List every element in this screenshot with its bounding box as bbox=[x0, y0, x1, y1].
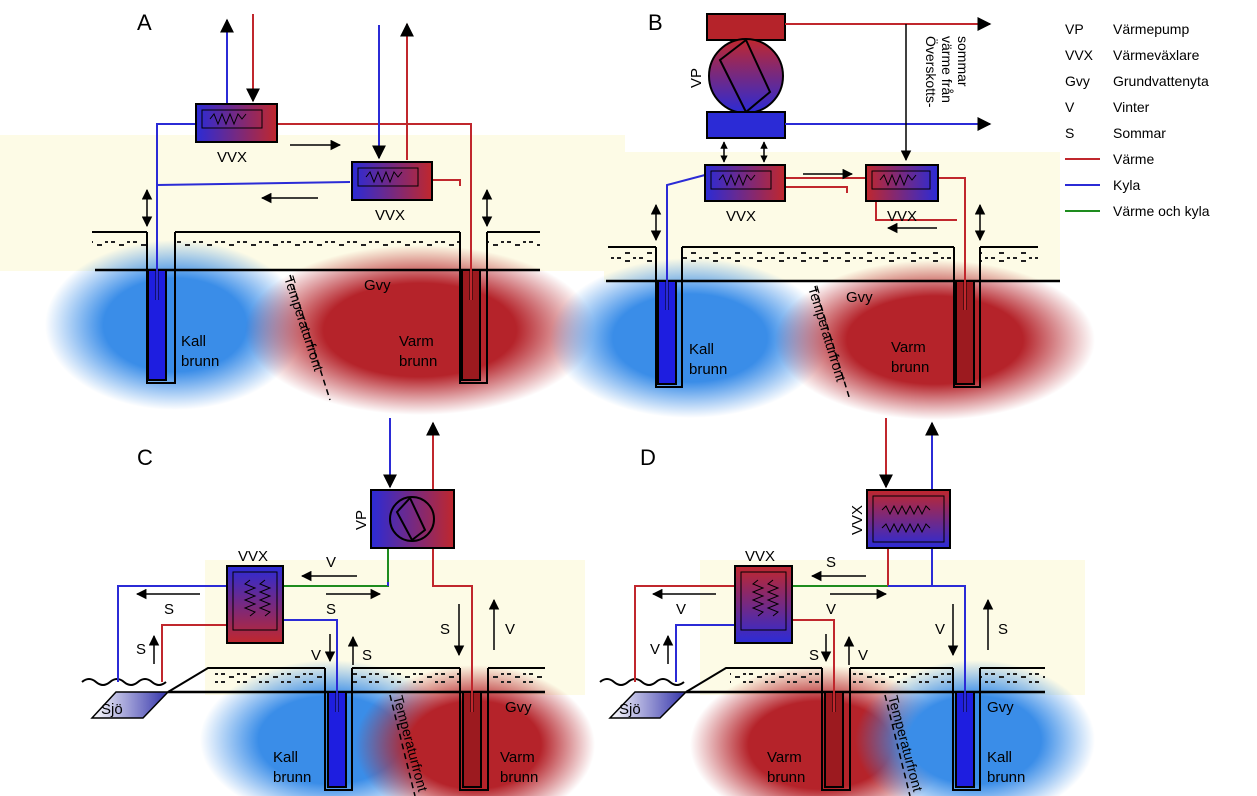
warm-well-label: Varm bbox=[891, 339, 926, 356]
flow-label: V bbox=[935, 621, 945, 638]
surplus-label: Överskotts- bbox=[923, 36, 940, 108]
heat-exchanger bbox=[704, 164, 786, 202]
legend-abbr: Gvy bbox=[1065, 73, 1090, 89]
cold-well-label: brunn bbox=[689, 361, 727, 378]
gvy-label: Gvy bbox=[364, 277, 391, 294]
cold-plume bbox=[550, 258, 830, 418]
warm-plume bbox=[775, 260, 1095, 420]
cold-well-label: brunn bbox=[181, 353, 219, 370]
hx-label: VVX bbox=[217, 149, 247, 166]
hx-label: VVX bbox=[726, 208, 756, 225]
legend-text: Värmepump bbox=[1113, 21, 1189, 37]
flow-label: V bbox=[505, 621, 515, 638]
flow-label: S bbox=[998, 621, 1008, 638]
flow-label: V bbox=[676, 601, 686, 618]
heat-exchanger bbox=[734, 565, 793, 644]
warm-well-label: Varm bbox=[767, 749, 802, 766]
legend: VP Värmepump VVX Värmeväxlare Gvy Grundv… bbox=[1065, 21, 1210, 219]
cold-well-label: Kall bbox=[273, 749, 298, 766]
soil-band bbox=[0, 135, 625, 271]
flow-label: S bbox=[136, 641, 146, 658]
vp-label: VP bbox=[688, 68, 705, 88]
legend-abbr: VVX bbox=[1065, 47, 1094, 63]
legend-abbr: V bbox=[1065, 99, 1075, 115]
cold-well-label: brunn bbox=[987, 769, 1025, 786]
legend-text: Grundvattenyta bbox=[1113, 73, 1209, 89]
warm-plume bbox=[245, 245, 595, 415]
flow-label: V bbox=[650, 641, 660, 658]
panel-letter: A bbox=[137, 10, 152, 35]
lake-label: Sjö bbox=[101, 701, 123, 718]
legend-text: Värme och kyla bbox=[1113, 203, 1210, 219]
heat-pump bbox=[708, 38, 784, 114]
cold-well-label: Kall bbox=[689, 341, 714, 358]
hx-label: VVX bbox=[238, 548, 268, 565]
lake-label: Sjö bbox=[619, 701, 641, 718]
flow-label: S bbox=[440, 621, 450, 638]
warm-well-label: Varm bbox=[500, 749, 535, 766]
panel-a: A VVX VVX Gvy Temperaturfront Kall brunn… bbox=[0, 10, 625, 415]
gvy-label: Gvy bbox=[987, 699, 1014, 716]
heat-exchanger bbox=[866, 489, 951, 549]
hx-label: VVX bbox=[849, 505, 866, 535]
flow-label: V bbox=[311, 647, 321, 664]
legend-text: Värme bbox=[1113, 151, 1154, 167]
gvy-label: Gvy bbox=[846, 289, 873, 306]
legend-abbr: S bbox=[1065, 125, 1074, 141]
panel-letter: C bbox=[137, 445, 153, 470]
warm-well-label: Varm bbox=[399, 333, 434, 350]
panel-letter: B bbox=[648, 10, 663, 35]
flow-label: V bbox=[858, 647, 868, 664]
panel-c: C VP VVX Sjö Gvy Temperaturfront Kall br… bbox=[81, 418, 595, 796]
vp-label: VP bbox=[353, 510, 370, 530]
cold-well-label: Kall bbox=[181, 333, 206, 350]
surplus-label: sommar bbox=[955, 36, 971, 87]
legend-abbr: VP bbox=[1065, 21, 1084, 37]
flow-label: S bbox=[826, 554, 836, 571]
flow-label: S bbox=[164, 601, 174, 618]
cold-well-label: brunn bbox=[273, 769, 311, 786]
heat-exchanger bbox=[865, 164, 939, 202]
hx-label: VVX bbox=[375, 207, 405, 224]
panel-b: B VP VVX VVX Överskotts- värme från somm… bbox=[550, 10, 1095, 420]
warm-well-label: brunn bbox=[891, 359, 929, 376]
legend-text: Värmeväxlare bbox=[1113, 47, 1200, 63]
cold-well-label: Kall bbox=[987, 749, 1012, 766]
legend-text: Vinter bbox=[1113, 99, 1150, 115]
gvy-label: Gvy bbox=[505, 699, 532, 716]
flow-label: S bbox=[362, 647, 372, 664]
legend-text: Sommar bbox=[1113, 125, 1166, 141]
flow-label: S bbox=[809, 647, 819, 664]
warm-well-label: brunn bbox=[399, 353, 437, 370]
flow-label: S bbox=[326, 601, 336, 618]
warm-well-label: brunn bbox=[500, 769, 538, 786]
warm-well-label: brunn bbox=[767, 769, 805, 786]
panel-d: D VVX VVX Sjö Gvy Temperaturfront Varm b… bbox=[599, 418, 1095, 796]
hx-label: VVX bbox=[887, 208, 917, 225]
hx-label: VVX bbox=[745, 548, 775, 565]
flow-label: V bbox=[326, 554, 336, 571]
legend-text: Kyla bbox=[1113, 177, 1140, 193]
panel-letter: D bbox=[640, 445, 656, 470]
heat-pump bbox=[370, 489, 455, 549]
surplus-label: värme från bbox=[939, 36, 955, 103]
flow-label: V bbox=[826, 601, 836, 618]
